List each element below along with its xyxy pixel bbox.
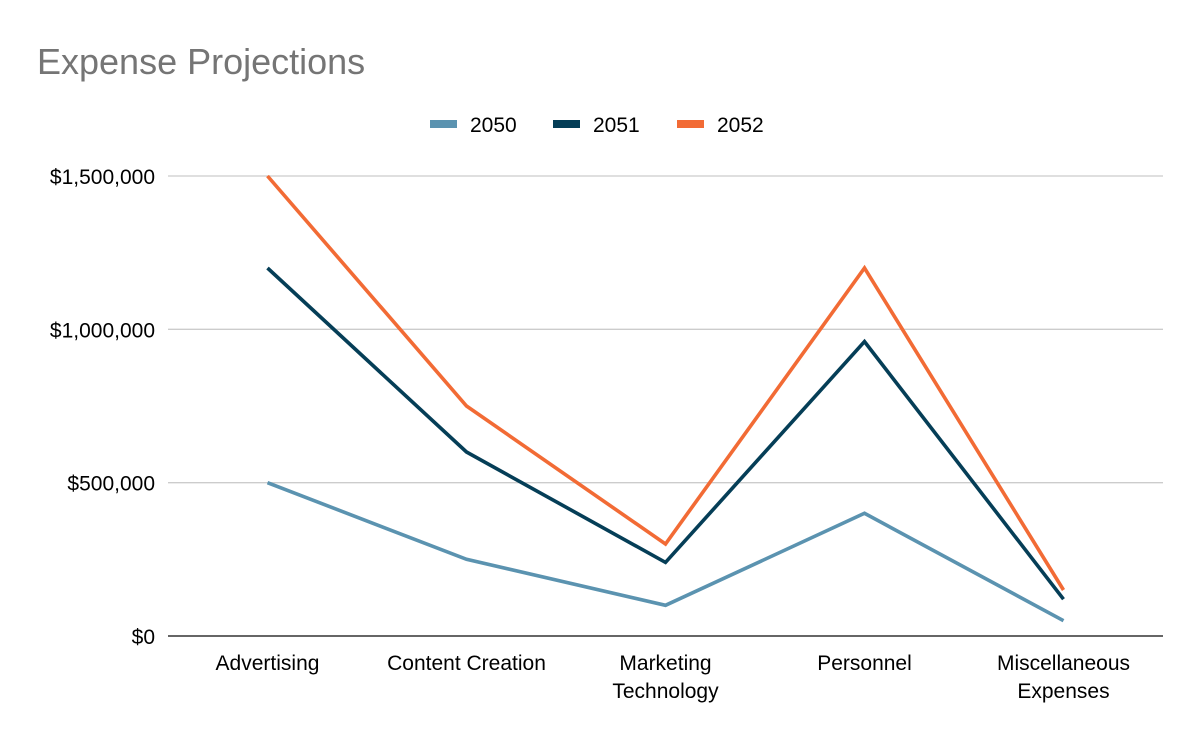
x-tick-label: Content Creation (387, 652, 546, 675)
series-line-2052 (266, 174, 1066, 591)
legend-swatch (677, 120, 704, 128)
y-tick-label: $1,500,000 (50, 166, 155, 189)
legend-swatch (430, 120, 457, 128)
y-tick-label: $0 (132, 626, 155, 649)
x-tick-label: Marketing Technology (612, 652, 719, 703)
chart-gridlines (168, 175, 1163, 484)
legend-label: 2051 (593, 114, 640, 137)
legend-item: 2051 (553, 114, 640, 137)
legend-item: 2050 (430, 114, 517, 137)
y-axis: $0 $500,000 $1,000,000 $1,500,000 (50, 166, 155, 649)
y-tick-label: $1,000,000 (50, 319, 155, 342)
legend-swatch (553, 120, 580, 128)
x-tick-label: Advertising (216, 652, 320, 675)
chart-legend: 2050 2051 2052 (430, 114, 764, 137)
chart-title: Expense Projections (37, 41, 365, 82)
legend-label: 2052 (717, 114, 764, 137)
legend-item: 2052 (677, 114, 764, 137)
chart-series (266, 174, 1066, 623)
x-tick-label: Personnel (817, 652, 912, 675)
series-line-2050 (266, 481, 1065, 623)
x-tick-label: Miscellaneous Expenses (997, 652, 1130, 703)
series-line-2051 (266, 266, 1065, 601)
x-axis: Advertising Content Creation Marketing Tech… (168, 635, 1163, 703)
y-tick-label: $500,000 (67, 473, 155, 496)
legend-label: 2050 (470, 114, 517, 137)
